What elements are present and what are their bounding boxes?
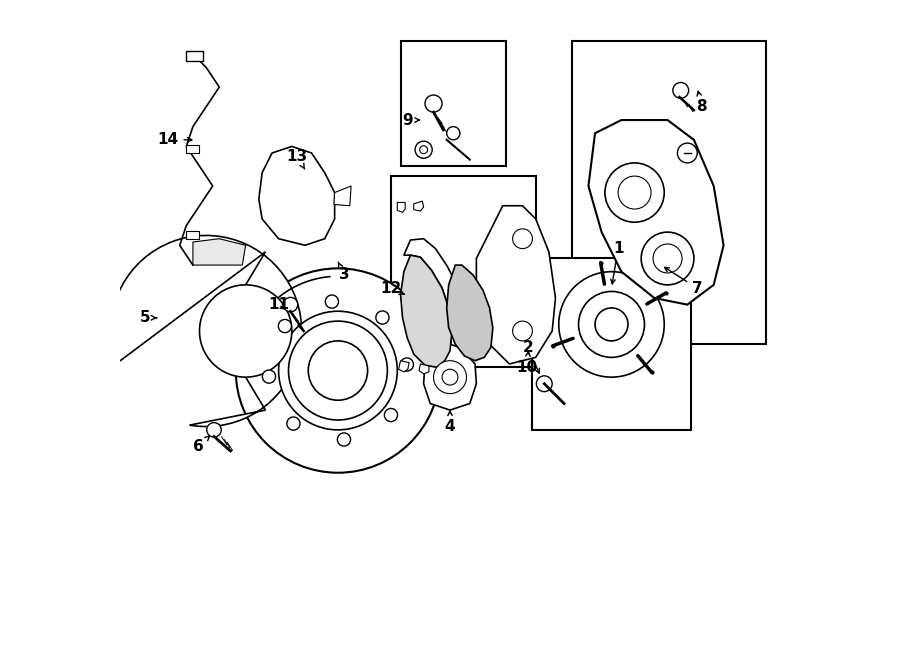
Text: 4: 4: [445, 411, 455, 434]
Text: 8: 8: [697, 91, 707, 115]
Text: 5: 5: [140, 310, 157, 325]
Bar: [186, 51, 202, 61]
Circle shape: [618, 176, 651, 209]
Bar: [186, 231, 200, 239]
Text: 2: 2: [522, 340, 539, 373]
Circle shape: [284, 297, 298, 312]
Circle shape: [289, 321, 387, 420]
Bar: [186, 145, 200, 153]
Polygon shape: [404, 239, 466, 365]
Text: 14: 14: [158, 132, 192, 148]
Circle shape: [579, 291, 644, 357]
Polygon shape: [397, 203, 405, 213]
Circle shape: [446, 126, 460, 140]
Circle shape: [419, 146, 428, 154]
Circle shape: [605, 163, 664, 222]
Circle shape: [673, 83, 689, 98]
Circle shape: [309, 341, 367, 401]
Circle shape: [325, 295, 338, 308]
Circle shape: [200, 285, 292, 377]
Polygon shape: [193, 239, 246, 265]
Text: 1: 1: [611, 241, 624, 284]
Bar: [572, 41, 767, 344]
Polygon shape: [400, 255, 452, 367]
Circle shape: [513, 229, 533, 249]
Text: 7: 7: [664, 267, 703, 296]
Polygon shape: [424, 344, 476, 410]
Polygon shape: [259, 146, 335, 246]
Circle shape: [278, 320, 292, 332]
Polygon shape: [446, 265, 493, 361]
Circle shape: [434, 361, 466, 394]
Circle shape: [279, 311, 397, 430]
Bar: [391, 176, 536, 367]
Circle shape: [653, 244, 682, 273]
Circle shape: [263, 370, 275, 383]
Polygon shape: [414, 201, 424, 211]
Circle shape: [442, 369, 458, 385]
Circle shape: [536, 376, 553, 392]
Circle shape: [415, 141, 432, 158]
Text: 3: 3: [338, 262, 350, 283]
Circle shape: [513, 321, 533, 341]
Polygon shape: [589, 120, 724, 305]
Bar: [400, 41, 506, 166]
Circle shape: [287, 417, 300, 430]
Text: 9: 9: [401, 113, 419, 128]
Circle shape: [384, 408, 398, 422]
Circle shape: [678, 143, 698, 163]
Circle shape: [236, 268, 440, 473]
Circle shape: [376, 311, 389, 324]
Circle shape: [425, 95, 442, 112]
Text: 11: 11: [268, 297, 289, 312]
Polygon shape: [334, 186, 351, 206]
Bar: [533, 258, 690, 430]
Text: 10: 10: [516, 352, 537, 375]
Polygon shape: [399, 361, 410, 372]
Polygon shape: [476, 206, 555, 364]
Polygon shape: [419, 364, 429, 374]
Circle shape: [559, 271, 664, 377]
Circle shape: [641, 232, 694, 285]
Circle shape: [338, 433, 351, 446]
Polygon shape: [111, 236, 302, 426]
Text: 12: 12: [380, 281, 404, 296]
Circle shape: [595, 308, 628, 341]
Circle shape: [207, 422, 221, 437]
Text: 6: 6: [193, 436, 210, 454]
Text: 13: 13: [286, 149, 308, 169]
Circle shape: [400, 358, 413, 371]
